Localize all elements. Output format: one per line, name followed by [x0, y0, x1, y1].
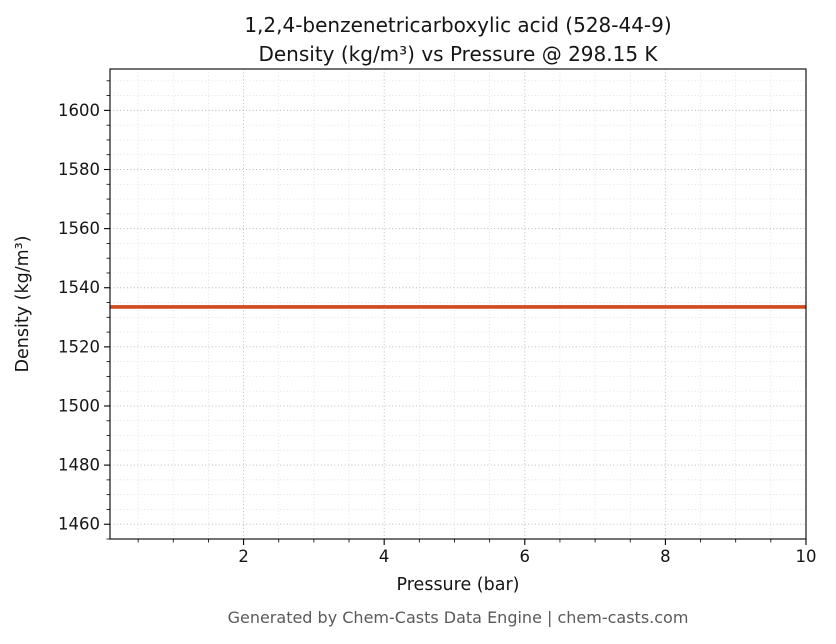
y-tick-label: 1460 [58, 515, 100, 534]
footer-attribution: Generated by Chem-Casts Data Engine | ch… [227, 608, 689, 627]
y-tick-label: 1600 [58, 101, 100, 120]
x-tick-label: 6 [520, 547, 531, 566]
y-tick-label: 1560 [58, 219, 100, 238]
y-tick-label: 1580 [58, 160, 100, 179]
plot-border [109, 68, 807, 540]
y-tick-label: 1480 [58, 456, 100, 475]
x-tick-label: 2 [238, 547, 249, 566]
x-tick-label: 8 [660, 547, 671, 566]
chart-title-line2: Density (kg/m³) vs Pressure @ 298.15 K [258, 41, 658, 66]
x-axis-label: Pressure (bar) [397, 575, 520, 595]
chart-title: 1,2,4-benzenetricarboxylic acid (528-44-… [80, 0, 836, 68]
y-tick-label: 1500 [58, 396, 100, 415]
y-tick-label: 1540 [58, 278, 100, 297]
chart-canvas: 2 4 6 8 10 1460 1480 1500 1520 1540 1560 1580 1600 Pr… [13, 68, 817, 595]
x-tick-label: 4 [379, 547, 390, 566]
y-tick-label: 1520 [58, 337, 100, 356]
chart-title-line1: 1,2,4-benzenetricarboxylic acid (528-44-… [244, 13, 672, 37]
x-tick-label: 10 [796, 547, 817, 566]
y-axis-label: Density (kg/m³) [13, 236, 33, 373]
